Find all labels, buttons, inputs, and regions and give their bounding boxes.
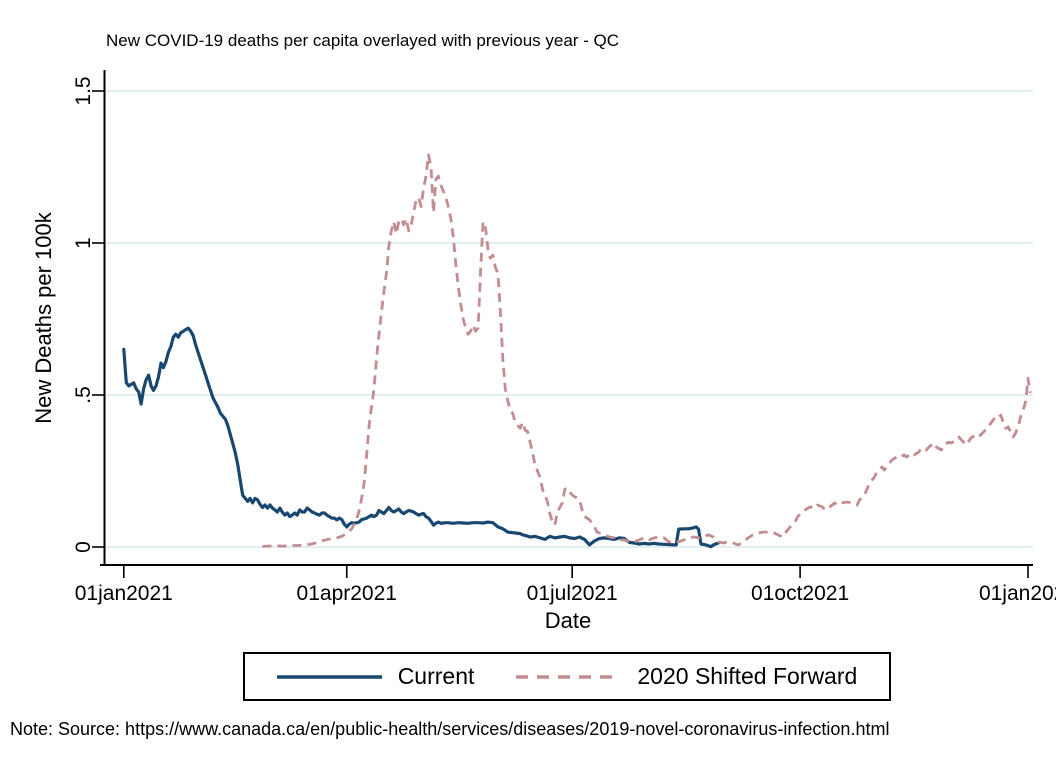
legend-line-sample-shifted [516, 674, 622, 679]
legend-line-sample-current [276, 674, 382, 679]
x-axis-title: Date [544, 608, 592, 633]
y-axis-title: New Deaths per 100k [31, 212, 56, 424]
y-tick-label-15: 1.5 [72, 76, 95, 106]
x-tick-marks [123, 566, 1029, 578]
x-tick-label-oct2021: 01oct2021 [751, 582, 850, 605]
y-tick-label-05: .5 [72, 386, 95, 404]
legend-label-shifted: 2020 Shifted Forward [637, 663, 858, 689]
y-tick-label-1: 1 [72, 237, 95, 249]
source-note: Note: Source: https://www.canada.ca/en/p… [10, 719, 890, 739]
x-tick-label-jul2021: 01jul2021 [526, 582, 618, 605]
x-tick-label-jan2022: 01jan2022 [978, 582, 1056, 605]
legend: Current 2020 Shifted Forward [243, 652, 891, 701]
x-tick-label-apr2021: 01apr2021 [296, 582, 397, 605]
legend-item-current: Current [276, 663, 475, 690]
y-tick-marks [92, 90, 104, 548]
legend-item-shifted: 2020 Shifted Forward [516, 663, 857, 690]
chart-title: New COVID-19 deaths per capita overlayed… [106, 31, 620, 50]
gridlines [105, 90, 1033, 548]
series-current-line [122, 326, 720, 549]
series-shifted-line [262, 153, 1032, 548]
y-tick-label-0: 0 [72, 541, 95, 553]
legend-label-current: Current [397, 663, 475, 689]
x-tick-label-jan2021: 01jan2021 [74, 582, 173, 605]
